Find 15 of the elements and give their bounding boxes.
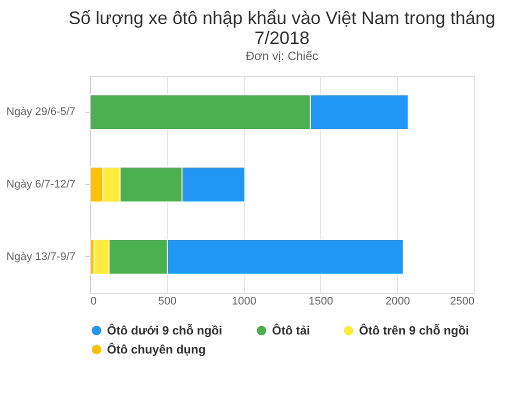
x-tick-label: 500 — [158, 296, 176, 308]
legend-label: Ôtô dưới 9 chỗ ngồi — [107, 324, 222, 338]
y-tick-label: Ngày 29/6-5/7 — [6, 106, 76, 118]
y-tick-label: Ngày 13/7-9/7 — [6, 250, 76, 263]
chart-subtitle: Đơn vị: Chiếc — [246, 49, 318, 63]
legend-label: Ôtô trên 9 chỗ ngồi — [359, 324, 469, 338]
y-tick-label: Ngày 6/7-12/7 — [6, 178, 76, 190]
legend-label: Ôtô tải — [272, 324, 310, 338]
chart-title: Số lượng xe ôtô nhập khẩu vào Việt Nam trong tháng 7/2018 — [68, 8, 496, 48]
x-tick-label: 1500 — [308, 296, 334, 308]
x-tick-label: 2000 — [385, 296, 410, 308]
x-tick-label: 0 — [90, 296, 97, 308]
x-tick-label: 2500 — [450, 296, 474, 308]
legend-label: Ôtô chuyên dụng — [107, 342, 206, 356]
x-tick-label: 1000 — [232, 296, 256, 308]
